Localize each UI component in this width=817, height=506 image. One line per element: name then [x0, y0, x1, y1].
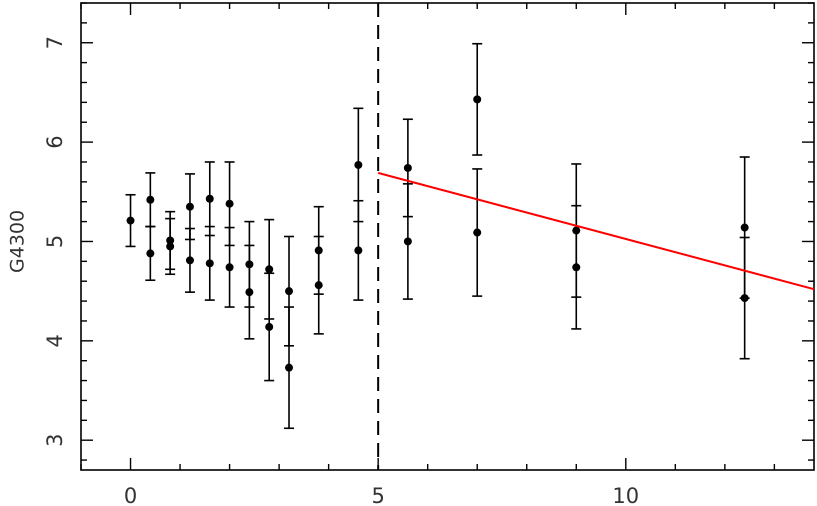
data-point	[225, 263, 234, 272]
data-point	[473, 228, 482, 237]
axis-ticks	[80, 2, 814, 470]
data-point	[572, 226, 581, 235]
data-point	[166, 242, 175, 251]
data-point	[205, 259, 214, 268]
data-point	[185, 256, 194, 265]
data-point	[354, 160, 363, 169]
data-point	[314, 246, 323, 255]
data-point	[740, 223, 749, 232]
y-tick-label: 4	[43, 334, 67, 347]
x-tick-label: 0	[124, 484, 137, 506]
y-tick-label: 5	[43, 235, 67, 248]
data-point	[473, 95, 482, 104]
data-point	[285, 363, 294, 372]
x-tick-label: 5	[371, 484, 384, 506]
y-tick-label: 7	[43, 36, 67, 49]
data-points	[126, 95, 749, 372]
error-bars	[125, 42, 750, 430]
data-point	[166, 236, 175, 245]
fit-line	[377, 171, 815, 291]
data-point	[245, 260, 254, 269]
data-point	[354, 246, 363, 255]
data-point	[265, 322, 274, 331]
data-point	[146, 195, 155, 204]
data-point	[245, 288, 254, 297]
data-point	[572, 263, 581, 272]
x-tick-label: 10	[612, 484, 639, 506]
plot-frame	[80, 2, 815, 471]
data-point	[740, 294, 749, 303]
data-point	[403, 237, 412, 246]
data-point	[314, 281, 323, 290]
data-point	[285, 287, 294, 296]
y-tick-label: 6	[43, 135, 67, 148]
data-point	[126, 216, 135, 225]
data-point	[265, 265, 274, 274]
data-point	[225, 199, 234, 208]
axis-tick-labels: 0 5 10 3 4 5 6 7	[43, 36, 639, 506]
y-axis-label: G4300	[7, 210, 29, 273]
y-tick-label: 3	[43, 434, 67, 447]
data-point	[205, 194, 214, 203]
data-point	[403, 163, 412, 172]
data-point	[185, 202, 194, 211]
data-point	[146, 249, 155, 258]
